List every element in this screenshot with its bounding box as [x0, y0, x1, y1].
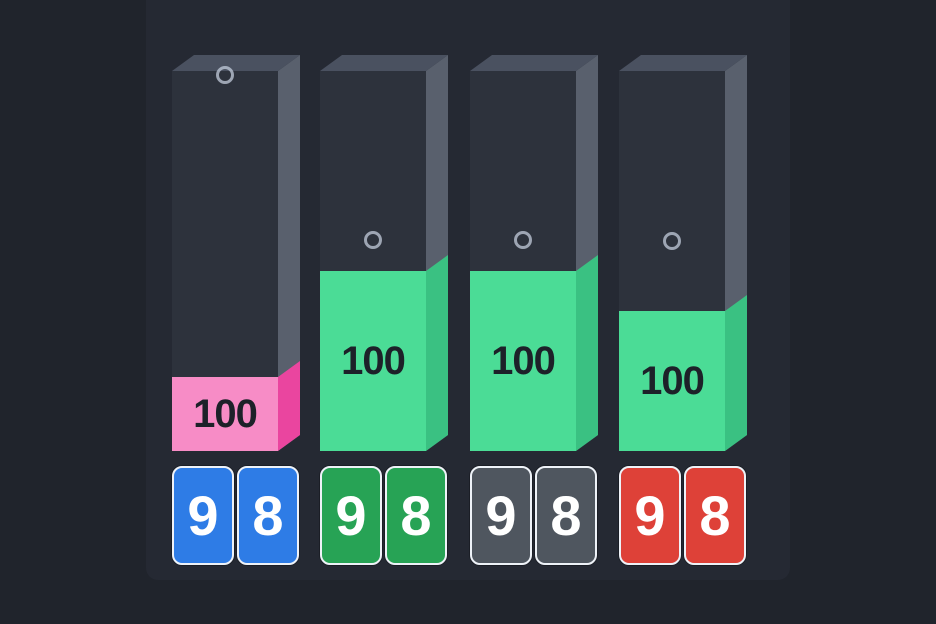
- tower-column-2: 100 9 8: [320, 55, 448, 565]
- digit-card-left[interactable]: 9: [172, 466, 234, 565]
- tower-fill-side: [426, 255, 448, 451]
- tower-fill-side: [725, 295, 747, 451]
- circle-marker-icon: [216, 66, 234, 84]
- fill-value-label: 100: [640, 359, 705, 403]
- tower-fill-side: [278, 361, 300, 451]
- tower-fill: 100: [619, 311, 725, 451]
- tower-1[interactable]: 100: [172, 55, 300, 451]
- card-digit: 8: [699, 483, 731, 547]
- digit-card-pair-3: 9 8: [470, 466, 598, 565]
- digit-card-right[interactable]: 8: [385, 466, 447, 565]
- fill-value-label: 100: [341, 339, 406, 383]
- tower-top-face: [470, 55, 598, 71]
- tower-4[interactable]: 100: [619, 55, 747, 451]
- digit-card-right[interactable]: 8: [684, 466, 746, 565]
- tower-column-1: 100 9 8: [172, 55, 300, 565]
- card-digit: 8: [400, 483, 432, 547]
- tower-fill-side: [576, 255, 598, 451]
- tower-3[interactable]: 100: [470, 55, 598, 451]
- card-digit: 9: [335, 483, 367, 547]
- digit-card-right[interactable]: 8: [535, 466, 597, 565]
- card-digit: 9: [187, 483, 219, 547]
- card-digit: 8: [252, 483, 284, 547]
- tower-column-4: 100 9 8: [619, 55, 747, 565]
- tower-top-face: [619, 55, 747, 71]
- card-digit: 9: [634, 483, 666, 547]
- card-digit: 9: [485, 483, 517, 547]
- digit-card-left[interactable]: 9: [470, 466, 532, 565]
- tower-top-face: [172, 55, 300, 71]
- fill-value-label: 100: [193, 392, 258, 436]
- tower-fill: 100: [172, 377, 278, 451]
- fill-value-label: 100: [491, 339, 556, 383]
- tower-fill: 100: [320, 271, 426, 451]
- tower-side-face: [278, 55, 300, 451]
- digit-card-left[interactable]: 9: [320, 466, 382, 565]
- digit-card-right[interactable]: 8: [237, 466, 299, 565]
- tower-2[interactable]: 100: [320, 55, 448, 451]
- tower-column-3: 100 9 8: [470, 55, 598, 565]
- card-digit: 8: [550, 483, 582, 547]
- circle-marker-icon: [514, 231, 532, 249]
- tower-fill: 100: [470, 271, 576, 451]
- digit-card-left[interactable]: 9: [619, 466, 681, 565]
- tower-top-face: [320, 55, 448, 71]
- circle-marker-icon: [663, 232, 681, 250]
- digit-card-pair-4: 9 8: [619, 466, 747, 565]
- circle-marker-icon: [364, 231, 382, 249]
- digit-card-pair-1: 9 8: [172, 466, 300, 565]
- digit-card-pair-2: 9 8: [320, 466, 448, 565]
